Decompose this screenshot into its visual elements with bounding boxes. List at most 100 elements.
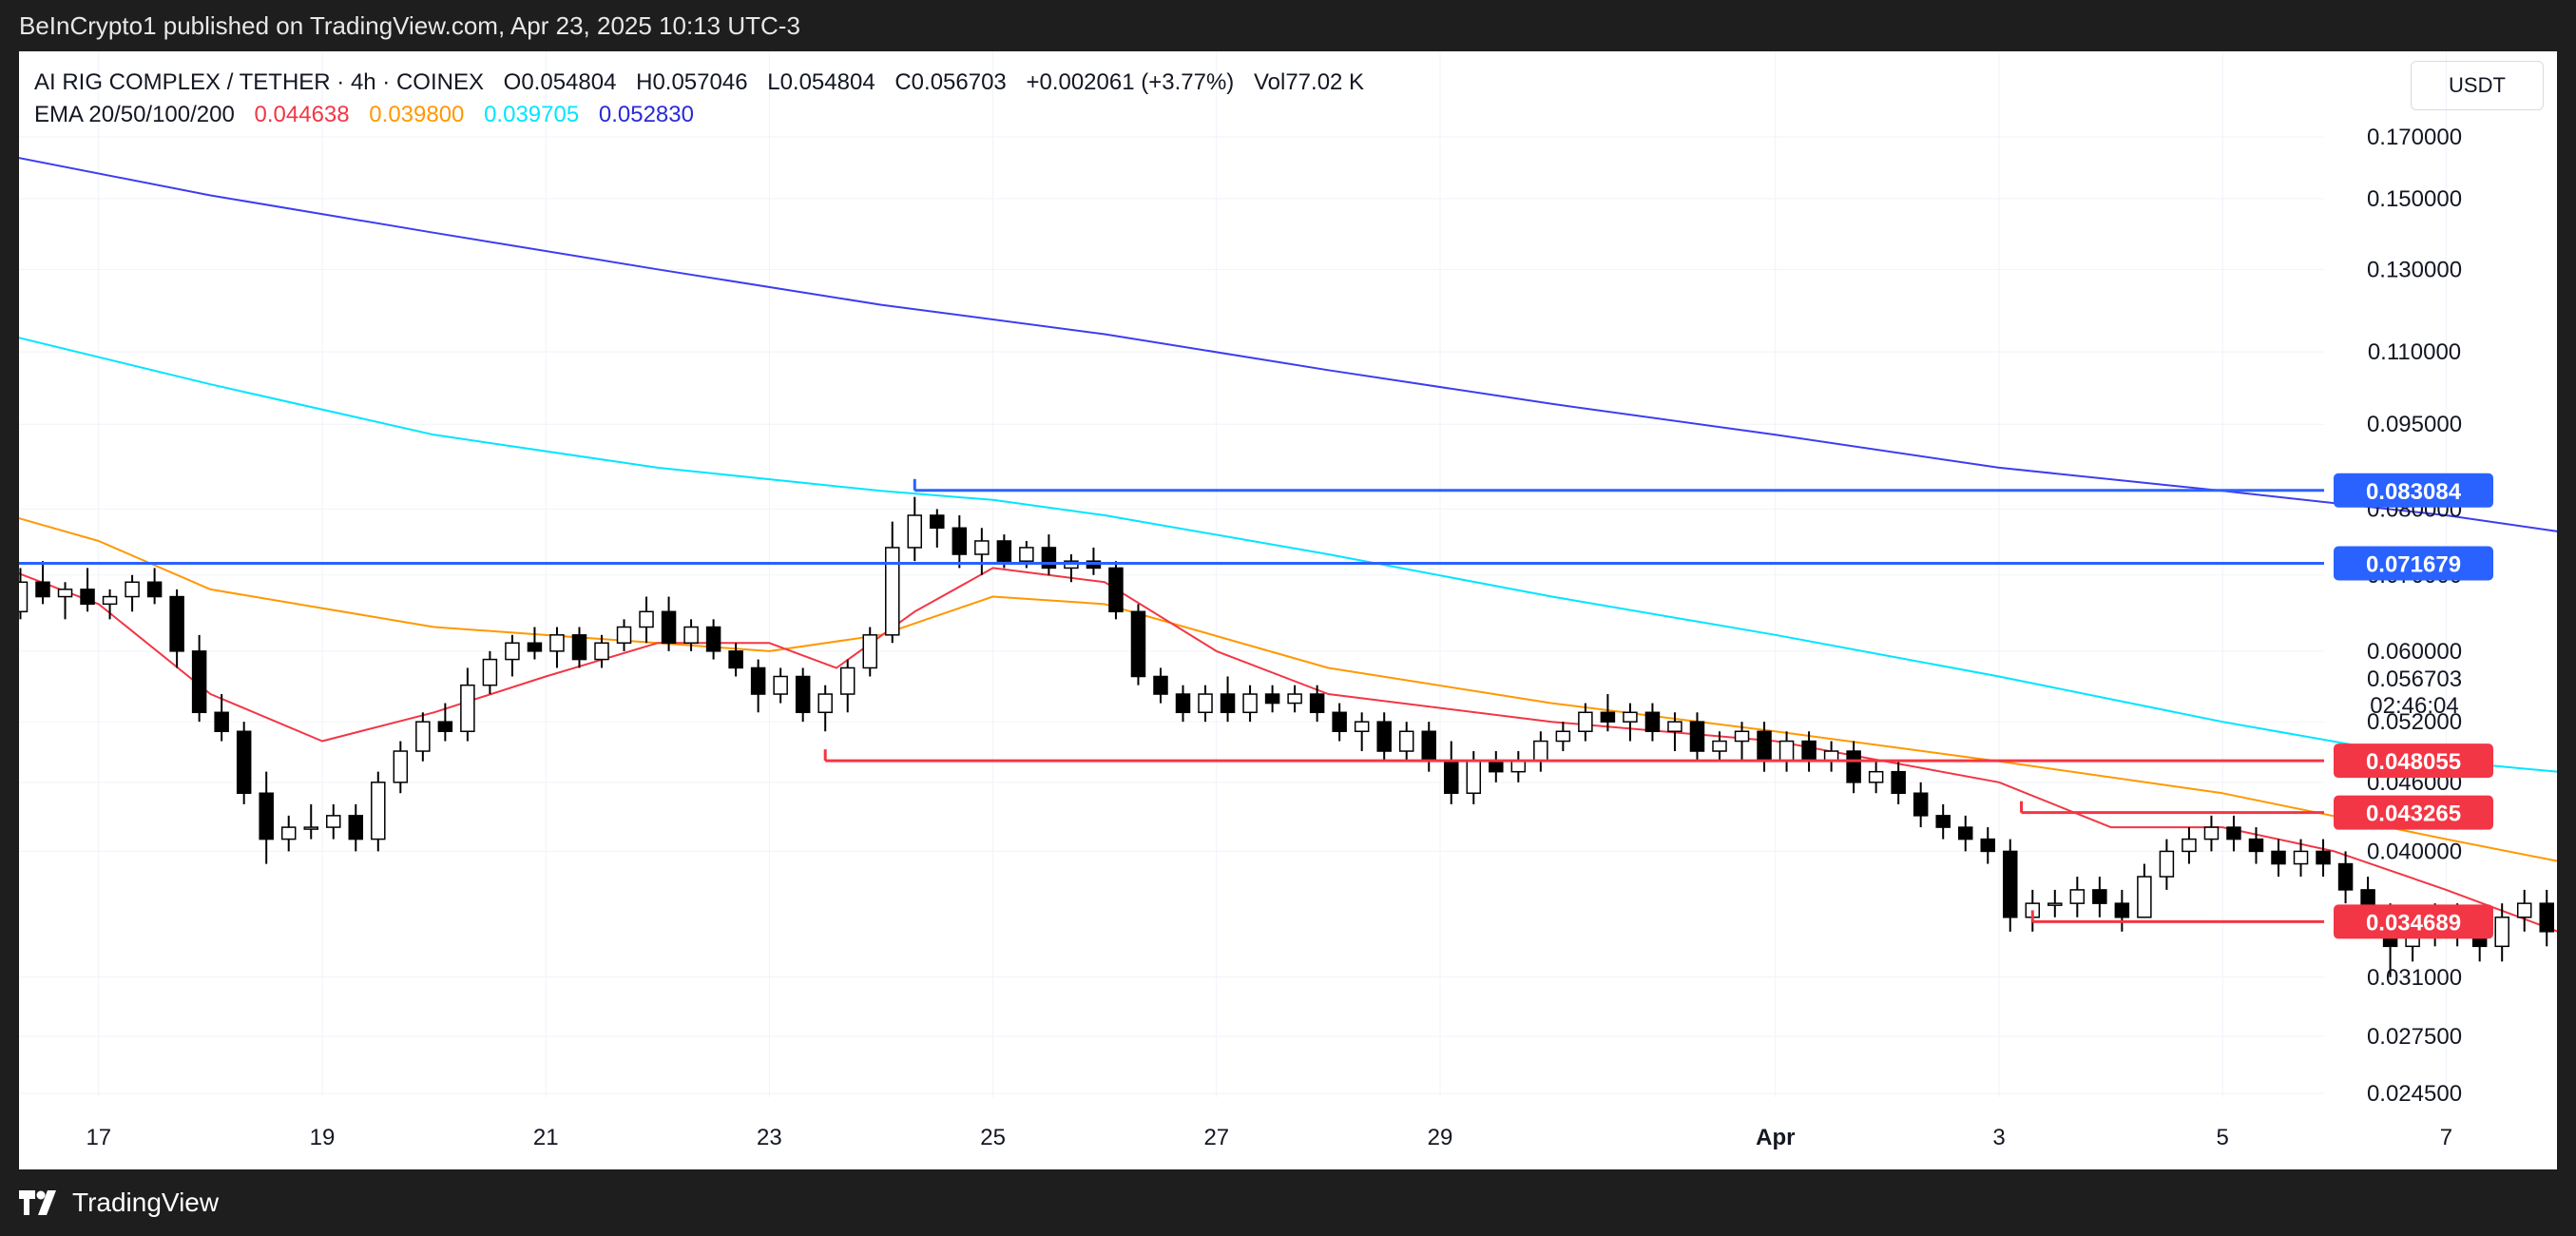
candle[interactable] [1309,693,1325,714]
candle[interactable] [415,721,431,752]
candle[interactable] [661,610,677,645]
candle[interactable] [1019,547,1034,562]
candle[interactable] [549,634,565,652]
candle[interactable] [1980,838,1995,853]
candle[interactable] [2316,850,2331,865]
candle[interactable] [57,589,73,598]
candle[interactable] [1421,730,1436,763]
chart-panel[interactable]: 0.170000 0.150000 0.130000 0.110000 0.095000… [19,51,2557,1169]
candle[interactable] [885,547,900,636]
support-level-badge[interactable] [2334,904,2493,939]
candle[interactable] [1332,711,1347,733]
resistance-level-badge[interactable] [2334,546,2493,581]
candle[interactable] [1935,815,1951,828]
candle[interactable] [505,642,520,661]
candle[interactable] [2293,850,2309,865]
candle[interactable] [616,626,632,645]
candle[interactable] [2047,902,2063,906]
candle[interactable] [1778,740,1795,763]
candle[interactable] [2092,889,2107,904]
support-level-badge[interactable] [2334,744,2493,779]
candle[interactable] [2069,889,2086,904]
candle[interactable] [639,610,654,628]
candle[interactable] [1868,770,1884,783]
candle[interactable] [1846,750,1861,783]
candle[interactable] [482,658,498,686]
candle[interactable] [839,666,855,695]
candle[interactable] [1041,547,1057,570]
candle[interactable] [236,730,252,795]
candle[interactable] [952,527,968,555]
currency-unit-button[interactable]: USDT [2411,61,2544,110]
candle[interactable] [2226,826,2241,840]
resistance-level-badge[interactable] [2334,473,2493,508]
candle[interactable] [1913,792,1929,817]
candle[interactable] [1533,740,1548,763]
candle[interactable] [1712,740,1727,752]
candle[interactable] [2248,838,2264,853]
candle[interactable] [259,792,274,840]
candle[interactable] [594,642,609,661]
candle[interactable] [1667,721,1682,733]
candle[interactable] [1891,770,1906,795]
candle[interactable] [2159,850,2175,878]
candle[interactable] [1198,693,1213,714]
candle[interactable] [1242,693,1258,714]
candle[interactable] [102,595,118,606]
candle[interactable] [1153,675,1168,695]
candle[interactable] [19,581,29,613]
candle[interactable] [2494,917,2509,948]
candle[interactable] [146,581,163,598]
candle[interactable] [2137,876,2152,918]
candle[interactable] [683,626,699,645]
candle[interactable] [125,581,140,598]
candle[interactable] [1376,721,1392,752]
price-chart[interactable]: 0.170000 0.150000 0.130000 0.110000 0.095000… [19,51,2557,1169]
candle[interactable] [571,634,587,661]
candle[interactable] [1623,711,1638,723]
candle[interactable] [2203,826,2220,840]
candle[interactable] [214,711,229,733]
candle[interactable] [1757,730,1772,763]
candle[interactable] [1734,730,1750,743]
candle[interactable] [326,815,341,828]
candle[interactable] [1287,693,1302,705]
candle[interactable] [817,693,833,714]
candle[interactable] [371,782,386,840]
candle[interactable] [728,650,743,669]
candle[interactable] [1220,693,1236,714]
candle[interactable] [1510,760,1527,773]
candle[interactable] [280,826,297,840]
candle[interactable] [2003,850,2018,918]
candle[interactable] [393,750,409,783]
support-level-badge[interactable] [2334,795,2493,830]
candle[interactable] [527,642,543,652]
candle[interactable] [862,634,877,669]
tradingview-logo[interactable]: TradingView [19,1188,219,1218]
candle[interactable] [1466,760,1482,795]
candle[interactable] [169,595,184,652]
candle[interactable] [930,514,945,530]
candle[interactable] [2182,838,2197,853]
candle[interactable] [1600,711,1616,723]
candle[interactable] [437,721,453,733]
candle[interactable] [1264,693,1280,705]
candle[interactable] [1398,730,1414,752]
candle[interactable] [773,675,788,695]
candle[interactable] [1578,711,1593,733]
candle[interactable] [1689,721,1705,752]
candle[interactable] [1354,721,1370,733]
candle[interactable] [1444,760,1459,795]
candle[interactable] [1801,740,1817,763]
candle[interactable] [1555,730,1571,743]
candle[interactable] [80,589,95,606]
candle[interactable] [2271,850,2286,865]
candle[interactable] [2516,902,2532,918]
candle[interactable] [348,815,364,840]
candle[interactable] [996,540,1012,562]
symbol-label[interactable]: AI RIG COMPLEX / TETHER · 4h · COINEX [34,69,484,95]
candle[interactable] [460,684,475,733]
candle[interactable] [1108,567,1124,613]
candle[interactable] [1957,826,1973,840]
candle[interactable] [1130,610,1146,678]
